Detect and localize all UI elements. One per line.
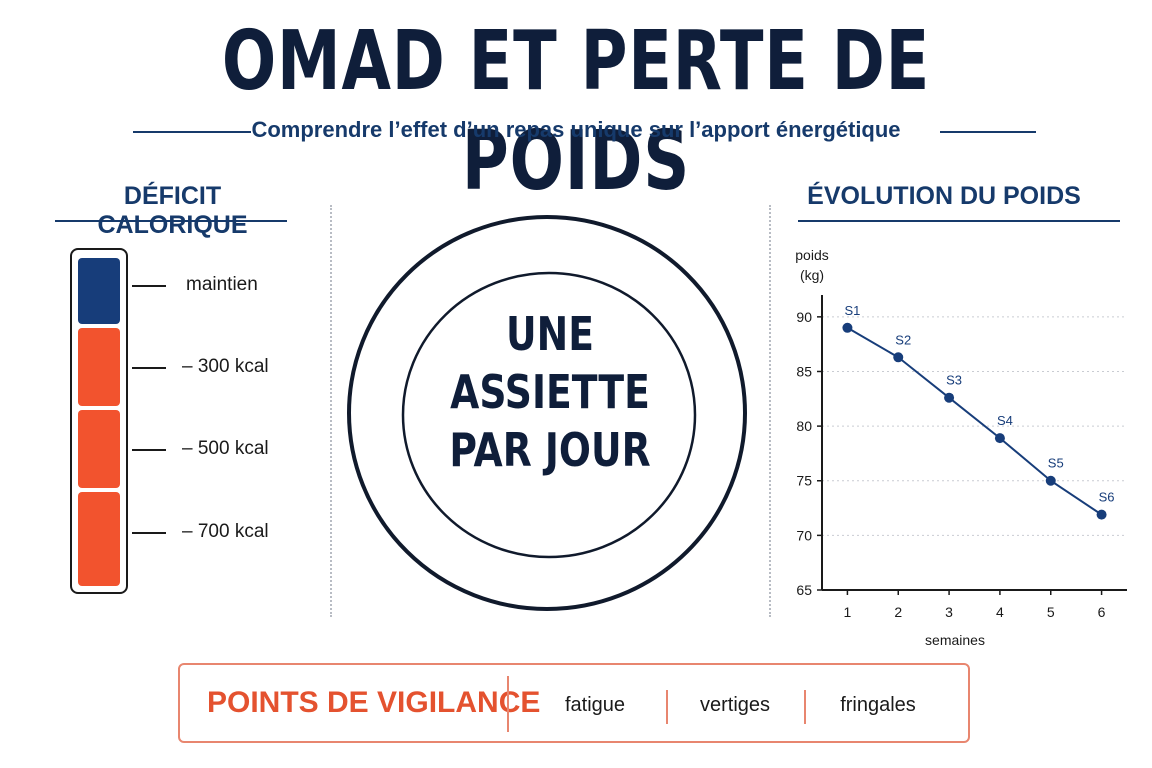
x-tick-label: 4 (996, 604, 1004, 620)
chart-series: S1 S2 S3 S4 S5 S6 (842, 303, 1115, 520)
vigilance-divider (666, 690, 668, 724)
y-tick-label: 90 (796, 309, 812, 325)
plate-text: UNE ASSIETTE PAR JOUR (427, 305, 673, 479)
vigilance-divider (804, 690, 806, 724)
point-label: S2 (895, 332, 911, 347)
data-point (1096, 509, 1107, 520)
y-axis-label-line-1: poids (795, 247, 828, 263)
vigilance-panel (178, 663, 970, 743)
chart-ticks: 65 70 75 80 85 90 1 2 3 4 5 6 (796, 309, 1105, 620)
y-tick-label: 85 (796, 363, 812, 379)
deficit-gauge (70, 248, 128, 594)
x-tick-label: 2 (894, 604, 902, 620)
weight-title-underline (798, 220, 1120, 222)
gauge-label-500: – 500 kcal (182, 438, 269, 459)
y-tick-label: 75 (796, 473, 812, 489)
deficit-title: DÉFICIT CALORIQUE (97, 182, 248, 239)
vigilance-divider (507, 676, 509, 732)
weight-chart: poids (kg) 65 70 75 80 85 90 1 2 3 4 5 6 S1 S2 S3 S4 S5… (795, 247, 1127, 648)
point-label: S3 (946, 373, 962, 388)
plate-line-1: UNE (506, 307, 594, 361)
y-tick-label: 65 (796, 582, 812, 598)
gauge-segment-maintien (78, 258, 120, 324)
section-divider-right (769, 205, 771, 617)
point-label: S6 (1099, 490, 1115, 505)
y-axis-label-line-2: (kg) (800, 267, 824, 283)
data-point (994, 433, 1005, 444)
gauge-tick (132, 367, 166, 369)
point-label: S4 (997, 413, 1013, 428)
plate-line-3: PAR JOUR (449, 423, 651, 477)
page-title: OMAD ET PERTE DE POIDS (221, 14, 931, 209)
section-divider-left (330, 205, 332, 617)
y-tick-label: 70 (796, 527, 812, 543)
gauge-segment-500 (78, 410, 120, 488)
x-tick-label: 5 (1047, 604, 1055, 620)
plate-inner-rim (401, 271, 697, 559)
gauge-label-700: – 700 kcal (182, 521, 269, 542)
plate-outer-rim (347, 215, 747, 611)
gauge-segment-700 (78, 492, 120, 586)
data-point (842, 322, 853, 333)
page-subtitle: Comprendre l’effet d’un repas unique sur… (251, 117, 901, 142)
y-tick-label: 80 (796, 418, 812, 434)
subtitle-rule-right (940, 131, 1036, 133)
plate-illustration (347, 215, 747, 611)
data-point (944, 392, 955, 403)
x-tick-label: 6 (1098, 604, 1106, 620)
weight-title: ÉVOLUTION DU POIDS (807, 182, 1081, 210)
data-point (1045, 475, 1056, 486)
subtitle-rule-left (133, 131, 251, 133)
gauge-tick (132, 449, 166, 451)
vigilance-title: POINTS DE VIGILANCE (207, 686, 541, 719)
vigilance-item-fringales: fringales (840, 694, 916, 716)
x-tick-label: 3 (945, 604, 953, 620)
gauge-tick (132, 285, 166, 287)
gauge-label-maintien: maintien (186, 274, 258, 295)
x-axis-label: semaines (925, 632, 985, 648)
chart-grid (822, 316, 1127, 536)
gauge-tick (132, 532, 166, 534)
point-label: S1 (844, 303, 860, 318)
gauge-segment-300 (78, 328, 120, 406)
series-line (846, 326, 1103, 516)
deficit-title-underline (55, 220, 287, 222)
x-tick-label: 1 (844, 604, 852, 620)
gauge-label-300: – 300 kcal (182, 356, 269, 377)
point-label: S5 (1048, 456, 1064, 471)
plate-line-2: ASSIETTE (450, 365, 650, 419)
vigilance-item-fatigue: fatigue (564, 694, 626, 716)
data-point (893, 352, 904, 363)
vigilance-item-vertiges: vertiges (699, 694, 771, 716)
